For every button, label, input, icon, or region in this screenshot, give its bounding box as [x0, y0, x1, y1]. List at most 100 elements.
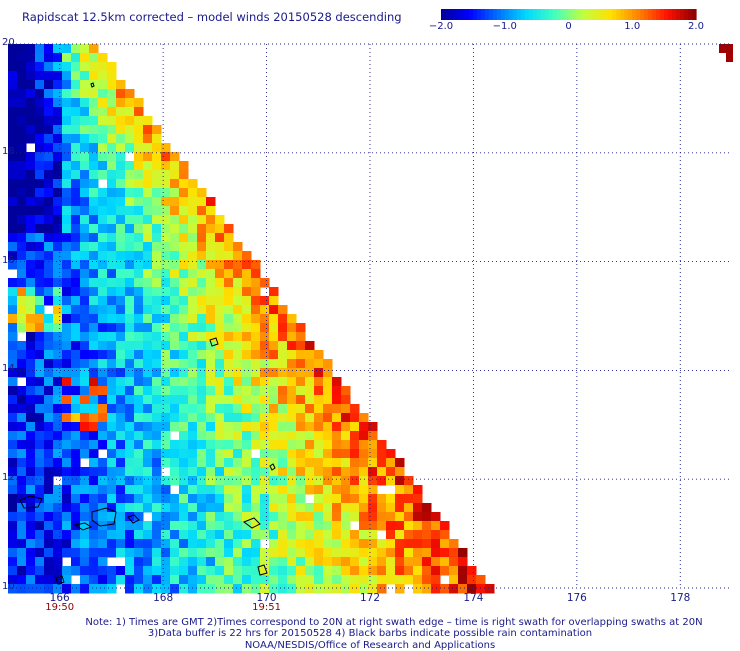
wind-cell	[161, 314, 171, 324]
wind-cell	[215, 287, 225, 297]
wind-cell	[323, 431, 333, 441]
wind-cell	[89, 449, 99, 459]
wind-cell	[26, 62, 36, 72]
wind-cell	[305, 359, 315, 369]
wind-cell	[269, 377, 279, 387]
wind-cell	[260, 377, 270, 387]
wind-cell	[215, 278, 225, 288]
wind-cell	[134, 449, 144, 459]
wind-cell	[107, 431, 117, 441]
wind-cell	[179, 251, 189, 261]
wind-cell	[89, 494, 99, 504]
wind-cell	[197, 368, 207, 378]
wind-cell	[26, 368, 36, 378]
colorbar-swatch	[660, 9, 665, 20]
wind-cell	[161, 512, 171, 522]
wind-cell	[143, 323, 153, 333]
wind-cell	[26, 170, 36, 180]
wind-cell	[35, 242, 45, 252]
wind-cell	[107, 89, 117, 99]
wind-cell	[134, 395, 144, 405]
wind-cell	[179, 386, 189, 396]
wind-cell	[224, 233, 234, 243]
wind-cell	[197, 494, 207, 504]
wind-cell	[44, 233, 54, 243]
wind-cell	[143, 188, 153, 198]
wind-cell	[98, 206, 108, 216]
wind-cell	[35, 539, 45, 549]
wind-cell	[80, 269, 90, 279]
wind-cell	[458, 548, 468, 558]
wind-cell	[296, 359, 306, 369]
wind-cell	[224, 323, 234, 333]
wind-cell	[377, 521, 387, 531]
wind-cell	[98, 404, 108, 414]
wind-cell	[8, 395, 18, 405]
wind-cell	[53, 485, 63, 495]
wind-cell	[116, 368, 126, 378]
wind-cell	[350, 422, 360, 432]
wind-cell	[35, 323, 45, 333]
wind-cell	[404, 485, 414, 495]
wind-cell	[287, 530, 297, 540]
wind-cell	[359, 575, 369, 585]
wind-cell	[377, 440, 387, 450]
wind-cell	[8, 53, 18, 63]
wind-cell	[206, 323, 216, 333]
wind-cell	[152, 179, 162, 189]
wind-cell	[170, 314, 180, 324]
wind-cell	[161, 143, 171, 153]
wind-cell	[80, 539, 90, 549]
wind-cell	[8, 251, 18, 261]
wind-cell	[287, 350, 297, 360]
wind-cell	[179, 269, 189, 279]
wind-cell	[98, 341, 108, 351]
wind-cell	[107, 422, 117, 432]
wind-cell	[287, 539, 297, 549]
wind-cell	[44, 341, 54, 351]
wind-cell	[341, 422, 351, 432]
wind-cell	[62, 134, 72, 144]
wind-cell	[125, 566, 135, 576]
wind-cell	[44, 422, 54, 432]
wind-cell	[53, 197, 63, 207]
wind-cell	[161, 395, 171, 405]
wind-cell	[269, 539, 279, 549]
wind-cell	[431, 557, 441, 567]
wind-cell	[17, 584, 27, 594]
wind-cell	[80, 575, 90, 585]
wind-cell	[35, 575, 45, 585]
wind-cell	[296, 440, 306, 450]
wind-cell	[44, 476, 54, 486]
wind-cell	[98, 287, 108, 297]
wind-cell	[188, 449, 198, 459]
wind-cell	[152, 359, 162, 369]
wind-cell	[8, 323, 18, 333]
wind-cell	[224, 539, 234, 549]
wind-cell	[233, 503, 243, 513]
wind-cell	[341, 440, 351, 450]
wind-cell	[395, 476, 405, 486]
wind-cell	[350, 566, 360, 576]
wind-cell	[8, 458, 18, 468]
wind-cell	[143, 404, 153, 414]
wind-cell	[143, 233, 153, 243]
wind-cell	[314, 584, 324, 594]
wind-cell	[305, 557, 315, 567]
wind-cell	[71, 161, 81, 171]
wind-cell	[35, 269, 45, 279]
wind-cell	[143, 179, 153, 189]
wind-cell	[125, 296, 135, 306]
wind-cell	[341, 521, 351, 531]
wind-cell	[107, 161, 117, 171]
wind-cell	[197, 314, 207, 324]
wind-cell	[53, 494, 63, 504]
wind-cell	[17, 521, 27, 531]
wind-cell	[233, 458, 243, 468]
wind-cell	[89, 323, 99, 333]
wind-cell	[359, 485, 369, 495]
wind-cell	[314, 386, 324, 396]
wind-cell	[71, 278, 81, 288]
wind-cell	[107, 125, 117, 135]
colorbar-swatch	[532, 9, 538, 20]
